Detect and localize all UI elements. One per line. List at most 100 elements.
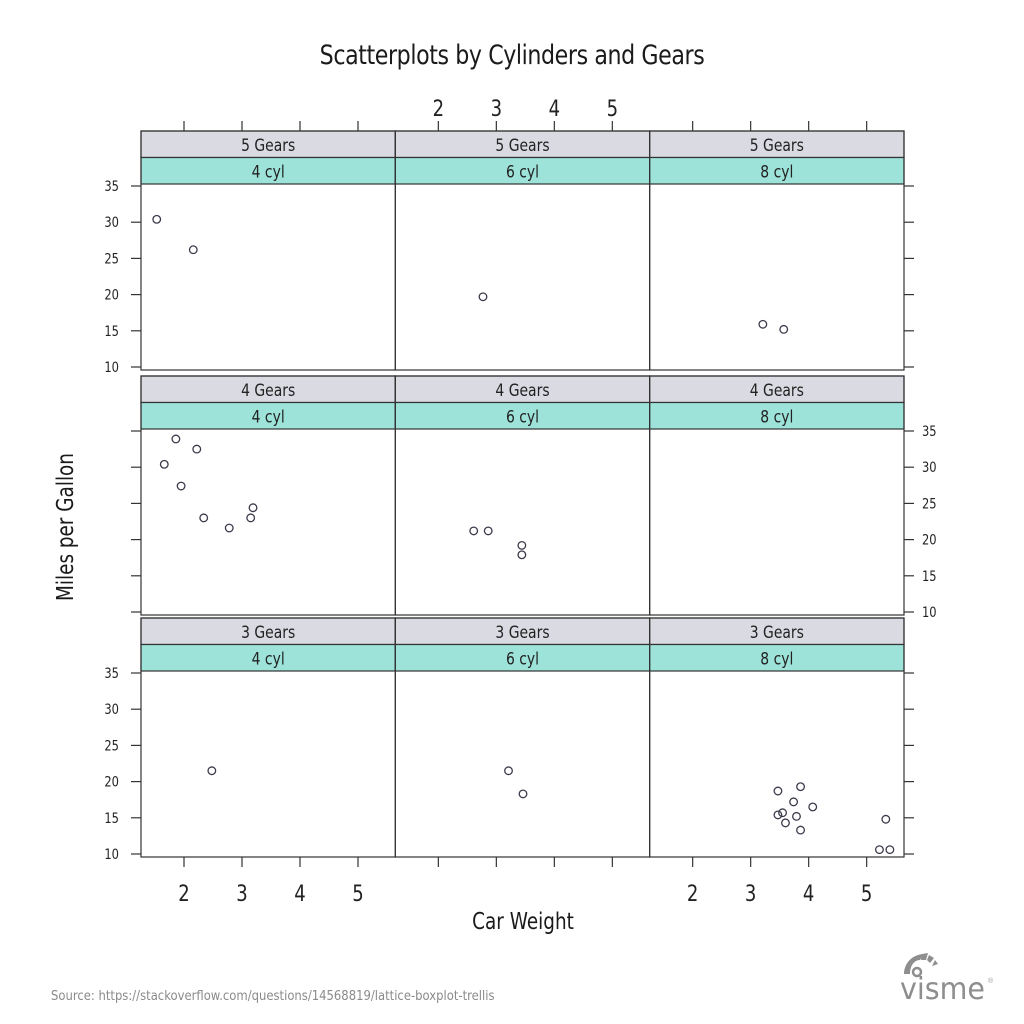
- cyl-strip-label: 8 cyl: [760, 407, 793, 427]
- x-tick-label: 4: [803, 880, 814, 906]
- x-tick-label: 5: [861, 880, 872, 906]
- data-point: [171, 434, 181, 444]
- cyl-strip-label: 8 cyl: [760, 649, 793, 669]
- cyl-strip: [394, 643, 651, 672]
- data-point: [792, 811, 801, 821]
- panel-5-gears-8-cyl: 5 Gears 8 cyl: [649, 130, 905, 371]
- data-point: [781, 818, 790, 828]
- data-point: [796, 782, 805, 792]
- cyl-strip: [649, 643, 905, 672]
- data-point: [469, 526, 479, 536]
- gears-strip-label: 5 Gears: [241, 136, 295, 156]
- data-point: [478, 292, 488, 302]
- data-point: [199, 513, 209, 523]
- y-tick-label: 10: [104, 847, 119, 863]
- x-tick-label: 5: [352, 880, 363, 906]
- gears-strip-label: 4 Gears: [241, 381, 295, 401]
- y-tick-label: 30: [922, 460, 937, 476]
- panel-4-gears-4-cyl: 4 Gears 4 cyl: [140, 375, 396, 616]
- data-point: [779, 324, 789, 334]
- x-tick-label: 2: [687, 880, 698, 906]
- y-tick-label: 10: [104, 360, 119, 376]
- gears-strip-label: 5 Gears: [750, 136, 804, 156]
- data-point: [248, 503, 258, 513]
- y-tick-label: 30: [104, 702, 119, 718]
- x-tick-label: 3: [236, 880, 247, 906]
- x-axis-title: Car Weight: [472, 909, 574, 935]
- data-point: [796, 825, 805, 835]
- data-point: [808, 802, 818, 812]
- x-tick-label: 5: [607, 95, 618, 121]
- data-point: [246, 513, 256, 523]
- panel-3-gears-4-cyl: 3 Gears 4 cyl: [140, 617, 396, 858]
- y-tick-label: 20: [922, 533, 937, 549]
- cyl-strip-label: 4 cyl: [252, 407, 285, 427]
- cyl-strip-label: 4 cyl: [252, 649, 285, 669]
- data-point: [517, 540, 527, 550]
- panel-frame: [649, 617, 905, 858]
- cyl-strip-label: 8 cyl: [760, 162, 793, 182]
- data-point: [159, 459, 169, 469]
- gears-strip: [649, 617, 905, 646]
- gears-strip-label: 3 Gears: [750, 623, 804, 643]
- y-tick-label: 35: [104, 179, 119, 195]
- cyl-strip-label: 6 cyl: [506, 649, 539, 669]
- y-tick-label: 10: [922, 605, 937, 621]
- cyl-strip: [140, 643, 396, 672]
- panel-3-gears-8-cyl: 3 Gears 8 cyl: [649, 617, 905, 858]
- data-point: [881, 814, 891, 824]
- data-point: [518, 789, 528, 799]
- cyl-strip-label: 6 cyl: [506, 407, 539, 427]
- gears-strip: [140, 617, 396, 646]
- registered-mark: ®: [988, 978, 994, 985]
- data-point: [152, 214, 162, 224]
- y-tick-label: 20: [104, 288, 119, 304]
- y-tick-label: 35: [104, 666, 119, 682]
- y-tick-label: 20: [104, 775, 119, 791]
- chart-title: Scatterplots by Cylinders and Gears: [319, 40, 705, 71]
- gears-strip-label: 3 Gears: [241, 623, 295, 643]
- data-point: [789, 797, 799, 807]
- gears-strip: [140, 130, 396, 159]
- visme-logo-icon: [904, 953, 938, 978]
- gears-strip-label: 4 Gears: [750, 381, 804, 401]
- panel-5-gears-6-cyl: 5 Gears 6 cyl: [394, 130, 651, 371]
- x-tick-label: 3: [745, 880, 756, 906]
- data-point: [207, 766, 217, 776]
- y-tick-label: 15: [104, 811, 119, 827]
- panel-frame: [649, 375, 905, 616]
- x-tick-label: 4: [294, 880, 305, 906]
- data-point: [188, 245, 198, 255]
- data-point: [773, 810, 783, 820]
- cyl-strip-label: 4 cyl: [252, 162, 285, 182]
- data-point: [192, 444, 202, 454]
- x-tick-label: 2: [433, 95, 444, 121]
- y-tick-label: 35: [922, 424, 937, 440]
- y-tick-label: 25: [104, 251, 119, 267]
- x-tick-label: 4: [549, 95, 560, 121]
- data-point: [517, 550, 527, 560]
- panel-3-gears-6-cyl: 3 Gears 6 cyl: [394, 617, 651, 858]
- x-tick-label: 3: [491, 95, 502, 121]
- gears-strip-label: 4 Gears: [495, 381, 549, 401]
- y-axis-title: Miles per Gallon: [53, 453, 79, 601]
- cyl-strip: [140, 156, 396, 185]
- gears-strip-label: 5 Gears: [495, 136, 549, 156]
- y-tick-label: 30: [104, 215, 119, 231]
- data-point: [758, 319, 768, 329]
- y-tick-label: 15: [922, 569, 937, 585]
- data-point: [874, 845, 884, 855]
- data-point: [224, 523, 234, 533]
- panel-frame: [649, 130, 905, 371]
- y-tick-label: 15: [104, 324, 119, 340]
- panel-5-gears-4-cyl: 5 Gears 4 cyl: [140, 130, 396, 371]
- visme-logo-text: visme: [900, 972, 985, 1007]
- panel-4-gears-8-cyl: 4 Gears 8 cyl: [649, 375, 905, 616]
- data-point: [176, 481, 186, 491]
- data-point: [885, 845, 895, 855]
- data-point: [773, 786, 783, 796]
- source-citation: Source: https://stackoverflow.com/questi…: [51, 988, 495, 1004]
- cyl-strip-label: 6 cyl: [506, 162, 539, 182]
- data-point: [483, 526, 493, 536]
